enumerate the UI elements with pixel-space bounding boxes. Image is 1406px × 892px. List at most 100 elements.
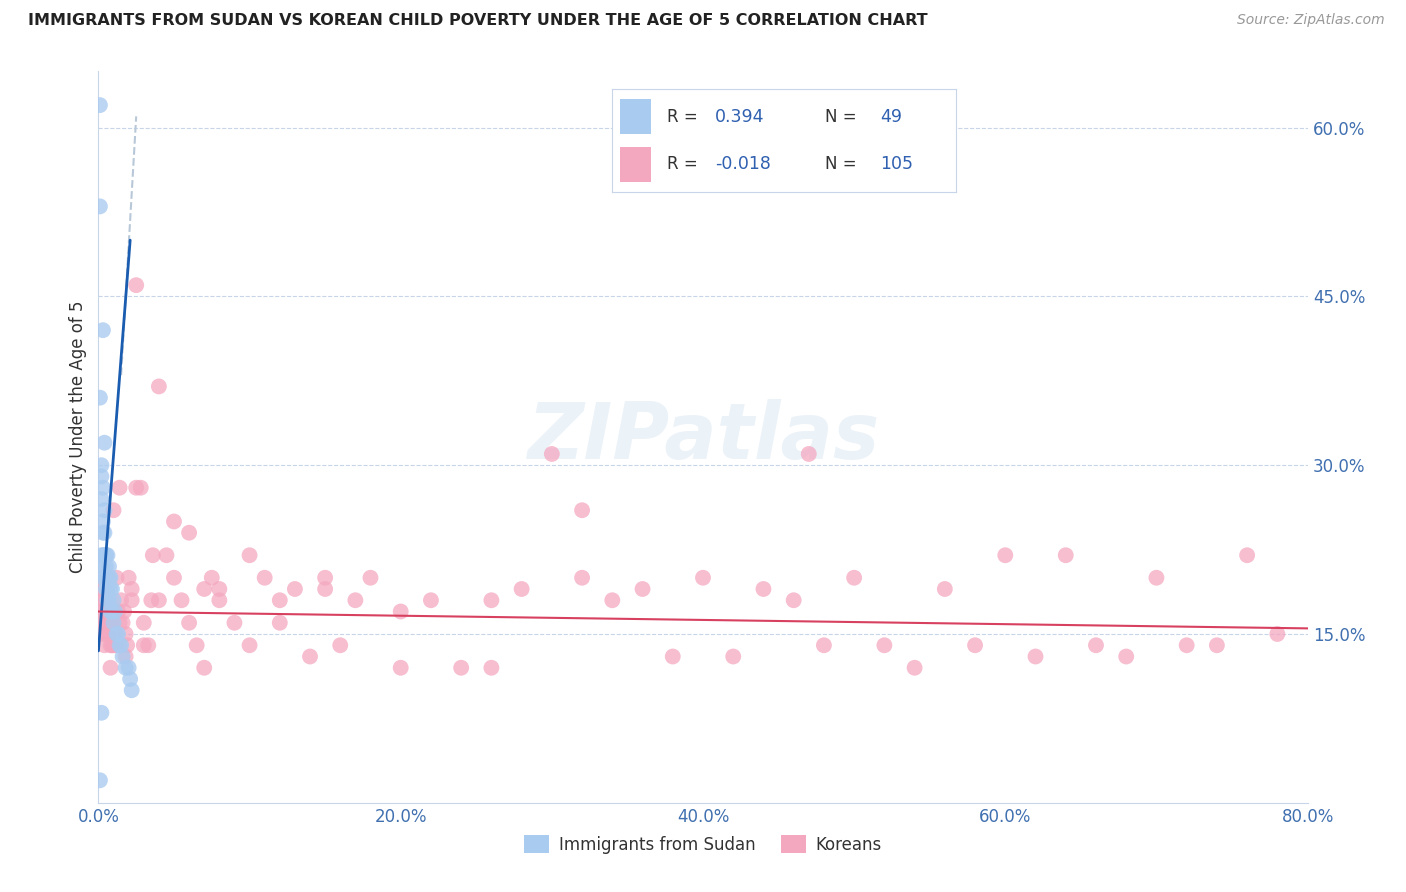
Point: [98, 593, 121, 607]
Point: [108, 638, 131, 652]
Point: [90, 627, 112, 641]
Point: [269, 615, 291, 630]
Point: [103, 638, 125, 652]
Point: [329, 638, 352, 652]
Point: [571, 571, 593, 585]
Point: [96, 582, 118, 596]
Point: [510, 582, 533, 596]
Point: [193, 582, 215, 596]
Point: [98, 559, 121, 574]
Point: [90, 706, 112, 720]
Point: [89, 391, 111, 405]
Point: [91, 615, 114, 630]
Point: [112, 605, 135, 619]
Point: [186, 638, 208, 652]
Point: [93, 525, 115, 540]
Point: [103, 503, 125, 517]
Point: [90, 491, 112, 506]
Point: [132, 615, 155, 630]
Point: [540, 447, 562, 461]
Point: [98, 571, 121, 585]
Point: [114, 661, 136, 675]
Point: [163, 571, 186, 585]
Point: [100, 661, 122, 675]
Text: 105: 105: [880, 155, 914, 173]
Point: [101, 615, 124, 630]
Point: [96, 548, 118, 562]
Point: [89, 98, 111, 112]
Point: [571, 503, 593, 517]
Point: [105, 627, 128, 641]
Text: R =: R =: [666, 108, 703, 126]
Point: [299, 649, 322, 664]
Point: [1085, 638, 1108, 652]
Point: [239, 638, 262, 652]
Point: [103, 615, 125, 630]
Point: [1267, 627, 1289, 641]
Point: [481, 661, 503, 675]
Point: [94, 548, 117, 562]
Point: [141, 593, 163, 607]
Point: [179, 615, 201, 630]
Point: [105, 638, 128, 652]
Point: [142, 548, 165, 562]
Point: [269, 593, 291, 607]
Point: [90, 605, 112, 619]
Point: [104, 627, 127, 641]
Point: [179, 525, 201, 540]
Point: [101, 638, 124, 652]
Point: [170, 593, 193, 607]
Point: [904, 661, 927, 675]
Bar: [620, 146, 651, 181]
Point: [98, 627, 121, 641]
Point: [201, 571, 224, 585]
Point: [91, 593, 114, 607]
Point: [132, 638, 155, 652]
Point: [125, 278, 148, 293]
Point: [783, 593, 806, 607]
Point: [1236, 548, 1258, 562]
Text: N =: N =: [825, 155, 862, 173]
Point: [107, 627, 129, 641]
Point: [96, 593, 118, 607]
Point: [91, 525, 114, 540]
Legend: Immigrants from Sudan, Koreans: Immigrants from Sudan, Koreans: [517, 829, 889, 860]
Point: [118, 571, 141, 585]
Point: [89, 582, 111, 596]
Point: [481, 593, 503, 607]
Point: [94, 548, 117, 562]
Point: [105, 571, 128, 585]
Point: [965, 638, 987, 652]
Point: [148, 379, 170, 393]
Point: [1054, 548, 1077, 562]
Point: [121, 593, 143, 607]
Point: [797, 447, 820, 461]
Point: [107, 605, 129, 619]
Point: [93, 548, 115, 562]
Point: [631, 582, 654, 596]
Point: [100, 615, 122, 630]
Point: [844, 571, 866, 585]
Point: [389, 661, 412, 675]
Point: [661, 649, 683, 664]
Point: [314, 582, 336, 596]
Point: [111, 615, 134, 630]
Point: [129, 481, 152, 495]
Point: [100, 571, 122, 585]
Point: [224, 615, 246, 630]
Point: [873, 638, 896, 652]
Point: [108, 615, 131, 630]
Point: [115, 638, 138, 652]
Text: ZIPatlas: ZIPatlas: [527, 399, 879, 475]
Point: [239, 548, 262, 562]
Point: [121, 683, 143, 698]
Point: [94, 593, 117, 607]
Point: [108, 481, 131, 495]
Point: [96, 571, 118, 585]
Point: [100, 638, 122, 652]
Point: [136, 638, 159, 652]
Point: [90, 458, 112, 473]
Point: [360, 571, 382, 585]
Point: [155, 548, 177, 562]
Text: -0.018: -0.018: [716, 155, 770, 173]
